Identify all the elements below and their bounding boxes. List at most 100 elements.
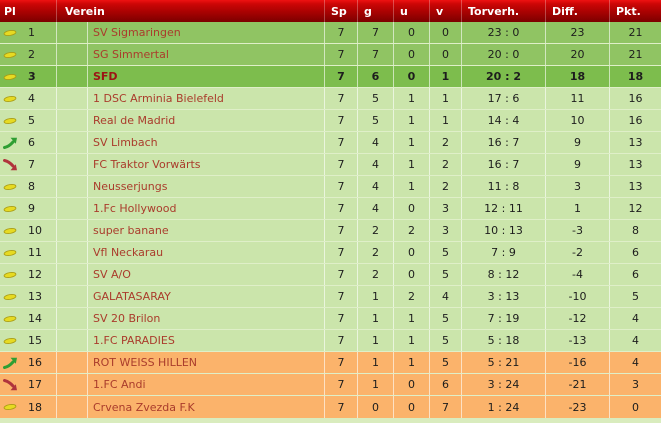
- place-cell: 9: [0, 198, 57, 219]
- club-cell: SFD: [88, 66, 325, 87]
- points-cell: 3: [632, 378, 639, 391]
- losses-cell: 0: [430, 44, 462, 65]
- draws-cell: 2: [394, 220, 430, 241]
- goal-ratio-cell: 14 : 4: [462, 110, 546, 131]
- club-link[interactable]: 1.FC Andi: [93, 378, 146, 391]
- goal-ratio-cell: 3 : 24: [462, 374, 546, 395]
- club-cell: super banane: [88, 220, 325, 241]
- club-badge-cell: [57, 198, 88, 219]
- goal-diff-cell: -21: [546, 374, 610, 395]
- losses-cell: 7: [430, 396, 462, 418]
- goal-diff-cell: 18: [546, 66, 610, 87]
- club-link[interactable]: SV Sigmaringen: [93, 26, 181, 39]
- points-cell: 16: [628, 114, 643, 127]
- points-cell: 13: [628, 180, 643, 193]
- club-cell: FC Traktor Vorwärts: [88, 154, 325, 175]
- club-link[interactable]: SV A/O: [93, 268, 131, 281]
- header-place: Pl: [0, 0, 57, 22]
- club-badge-cell: [57, 308, 88, 329]
- trend-same-icon: [3, 93, 20, 105]
- points-cell: 8: [632, 224, 639, 237]
- losses-cell: 5: [430, 330, 462, 351]
- wins-cell: 2: [358, 264, 394, 285]
- matches-cell: 7: [325, 242, 358, 263]
- club-link[interactable]: ROT WEISS HILLEN: [93, 356, 198, 369]
- table-row: 15 1.FC PARADIES 7 1 1 5 5 : 18 -13 4: [0, 330, 661, 352]
- club-link[interactable]: Vfl Neckarau: [93, 246, 164, 259]
- club-cell: SG Simmertal: [88, 44, 325, 65]
- trend-up-icon: [3, 137, 20, 149]
- trend-same-icon: [3, 115, 20, 127]
- goal-diff-cell: -23: [546, 396, 610, 418]
- club-link[interactable]: SV Limbach: [93, 136, 158, 149]
- club-cell: ROT WEISS HILLEN: [88, 352, 325, 373]
- goal-ratio-cell: 10 : 13: [462, 220, 546, 241]
- club-link[interactable]: GALATASARAY: [93, 290, 171, 303]
- table-body: 1 SV Sigmaringen 7 7 0 0 23 : 0 23 21 2 …: [0, 22, 661, 418]
- wins-cell: 0: [358, 396, 394, 418]
- club-link[interactable]: super banane: [93, 224, 169, 237]
- place-number: 13: [28, 290, 42, 303]
- header-matches: Sp: [325, 0, 358, 22]
- place-number: 16: [28, 356, 42, 369]
- trend-down-icon: [3, 158, 20, 171]
- place-cell: 6: [0, 132, 57, 153]
- club-link[interactable]: SV 20 Brilon: [93, 312, 161, 325]
- club-link[interactable]: 1.Fc Hollywood: [93, 202, 177, 215]
- club-link[interactable]: 1 DSC Arminia Bielefeld: [93, 92, 224, 105]
- header-losses: v: [430, 0, 462, 22]
- goal-diff-cell: -4: [546, 264, 610, 285]
- table-row: 8 Neusserjungs 7 4 1 2 11 : 8 3 13: [0, 176, 661, 198]
- draws-cell: 0: [394, 242, 430, 263]
- losses-cell: 2: [430, 176, 462, 197]
- draws-cell: 0: [394, 66, 430, 87]
- goal-diff-cell: -13: [546, 330, 610, 351]
- points-cell: 13: [628, 136, 643, 149]
- goal-diff-cell: 10: [546, 110, 610, 131]
- club-badge-cell: [57, 22, 88, 43]
- club-link[interactable]: Crvena Zvezda F.K: [93, 400, 195, 414]
- header-goal-diff: Diff.: [546, 0, 610, 22]
- goal-ratio-cell: 7 : 9: [462, 242, 546, 263]
- club-cell: GALATASARAY: [88, 286, 325, 307]
- club-link[interactable]: SFD: [93, 70, 118, 83]
- goal-diff-cell: 9: [546, 154, 610, 175]
- points-cell: 4: [632, 312, 639, 325]
- trend-same-icon: [3, 181, 20, 193]
- matches-cell: 7: [325, 66, 358, 87]
- club-badge-cell: [57, 176, 88, 197]
- draws-cell: 1: [394, 110, 430, 131]
- club-cell: Vfl Neckarau: [88, 242, 325, 263]
- header-wins: g: [358, 0, 394, 22]
- place-cell: 8: [0, 176, 57, 197]
- wins-cell: 1: [358, 352, 394, 373]
- club-link[interactable]: SG Simmertal: [93, 48, 169, 61]
- club-badge-cell: [57, 88, 88, 109]
- matches-cell: 7: [325, 198, 358, 219]
- club-link[interactable]: 1.FC PARADIES: [93, 334, 175, 347]
- trend-same-icon: [3, 27, 20, 39]
- place-cell: 17: [0, 374, 57, 395]
- matches-cell: 7: [325, 132, 358, 153]
- wins-cell: 4: [358, 132, 394, 153]
- trend-same-icon: [3, 313, 20, 325]
- losses-cell: 1: [430, 110, 462, 131]
- place-cell: 16: [0, 352, 57, 373]
- place-number: 3: [28, 70, 36, 83]
- trend-same-icon: [3, 269, 20, 281]
- header-points: Pkt.: [616, 4, 641, 18]
- wins-cell: 2: [358, 220, 394, 241]
- table-row: 13 GALATASARAY 7 1 2 4 3 : 13 -10 5: [0, 286, 661, 308]
- draws-cell: 1: [394, 352, 430, 373]
- place-cell: 11: [0, 242, 57, 263]
- draws-cell: 1: [394, 330, 430, 351]
- club-link[interactable]: Real de Madrid: [93, 114, 176, 127]
- matches-cell: 7: [325, 22, 358, 43]
- club-badge-cell: [57, 44, 88, 65]
- club-link[interactable]: Neusserjungs: [93, 180, 168, 193]
- club-link[interactable]: FC Traktor Vorwärts: [93, 158, 201, 171]
- club-badge-cell: [57, 352, 88, 373]
- place-cell: 14: [0, 308, 57, 329]
- matches-cell: 7: [325, 286, 358, 307]
- wins-cell: 2: [358, 242, 394, 263]
